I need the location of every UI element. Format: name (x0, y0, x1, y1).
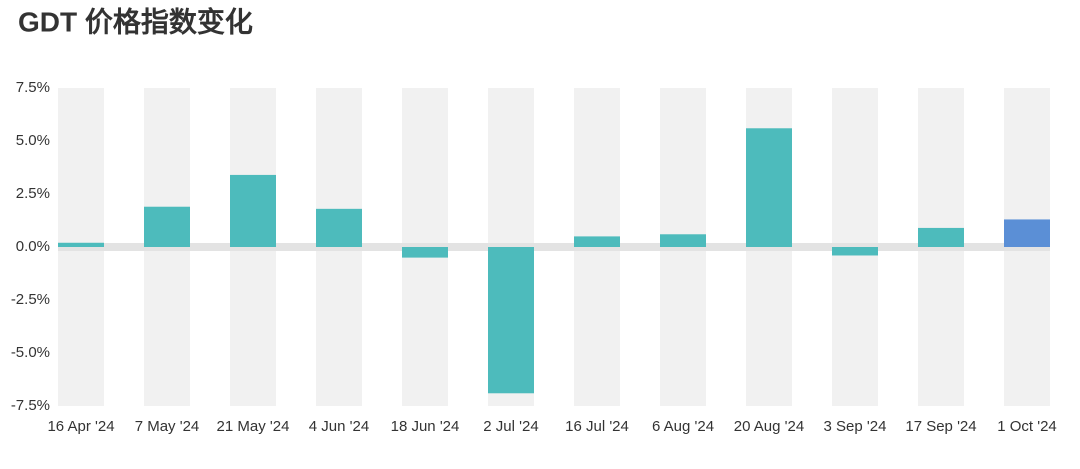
y-tick-label: 0.0% (16, 238, 50, 255)
y-tick-label: -5.0% (11, 344, 50, 361)
bar (832, 247, 878, 256)
y-tick-label: 5.0% (16, 132, 50, 149)
bar (58, 242, 104, 247)
bar (660, 234, 706, 247)
y-tick-label: 7.5% (16, 79, 50, 96)
x-tick-label: 16 Jul '24 (565, 418, 629, 435)
y-tick-label: 2.5% (16, 185, 50, 202)
bar (918, 227, 964, 247)
bar (1004, 219, 1050, 247)
zero-line (58, 243, 1050, 251)
x-tick-label: 1 Oct '24 (997, 418, 1057, 435)
x-tick-label: 4 Jun '24 (309, 418, 369, 435)
x-tick-label: 3 Sep '24 (824, 418, 887, 435)
x-tick-label: 7 May '24 (135, 418, 200, 435)
x-tick-label: 2 Jul '24 (483, 418, 538, 435)
x-tick-label: 6 Aug '24 (652, 418, 714, 435)
bar (746, 128, 792, 247)
x-tick-label: 16 Apr '24 (47, 418, 114, 435)
x-tick-label: 21 May '24 (217, 418, 290, 435)
bar (488, 247, 534, 394)
bar (316, 208, 362, 247)
x-tick-label: 18 Jun '24 (391, 418, 460, 435)
bar (144, 206, 190, 247)
y-tick-label: -7.5% (11, 397, 50, 414)
bar (402, 247, 448, 258)
bar (230, 174, 276, 247)
x-tick-label: 20 Aug '24 (734, 418, 804, 435)
chart-title: GDT 价格指数变化 (18, 5, 253, 37)
bar (574, 236, 620, 247)
x-tick-label: 17 Sep '24 (905, 418, 976, 435)
y-tick-label: -2.5% (11, 291, 50, 308)
